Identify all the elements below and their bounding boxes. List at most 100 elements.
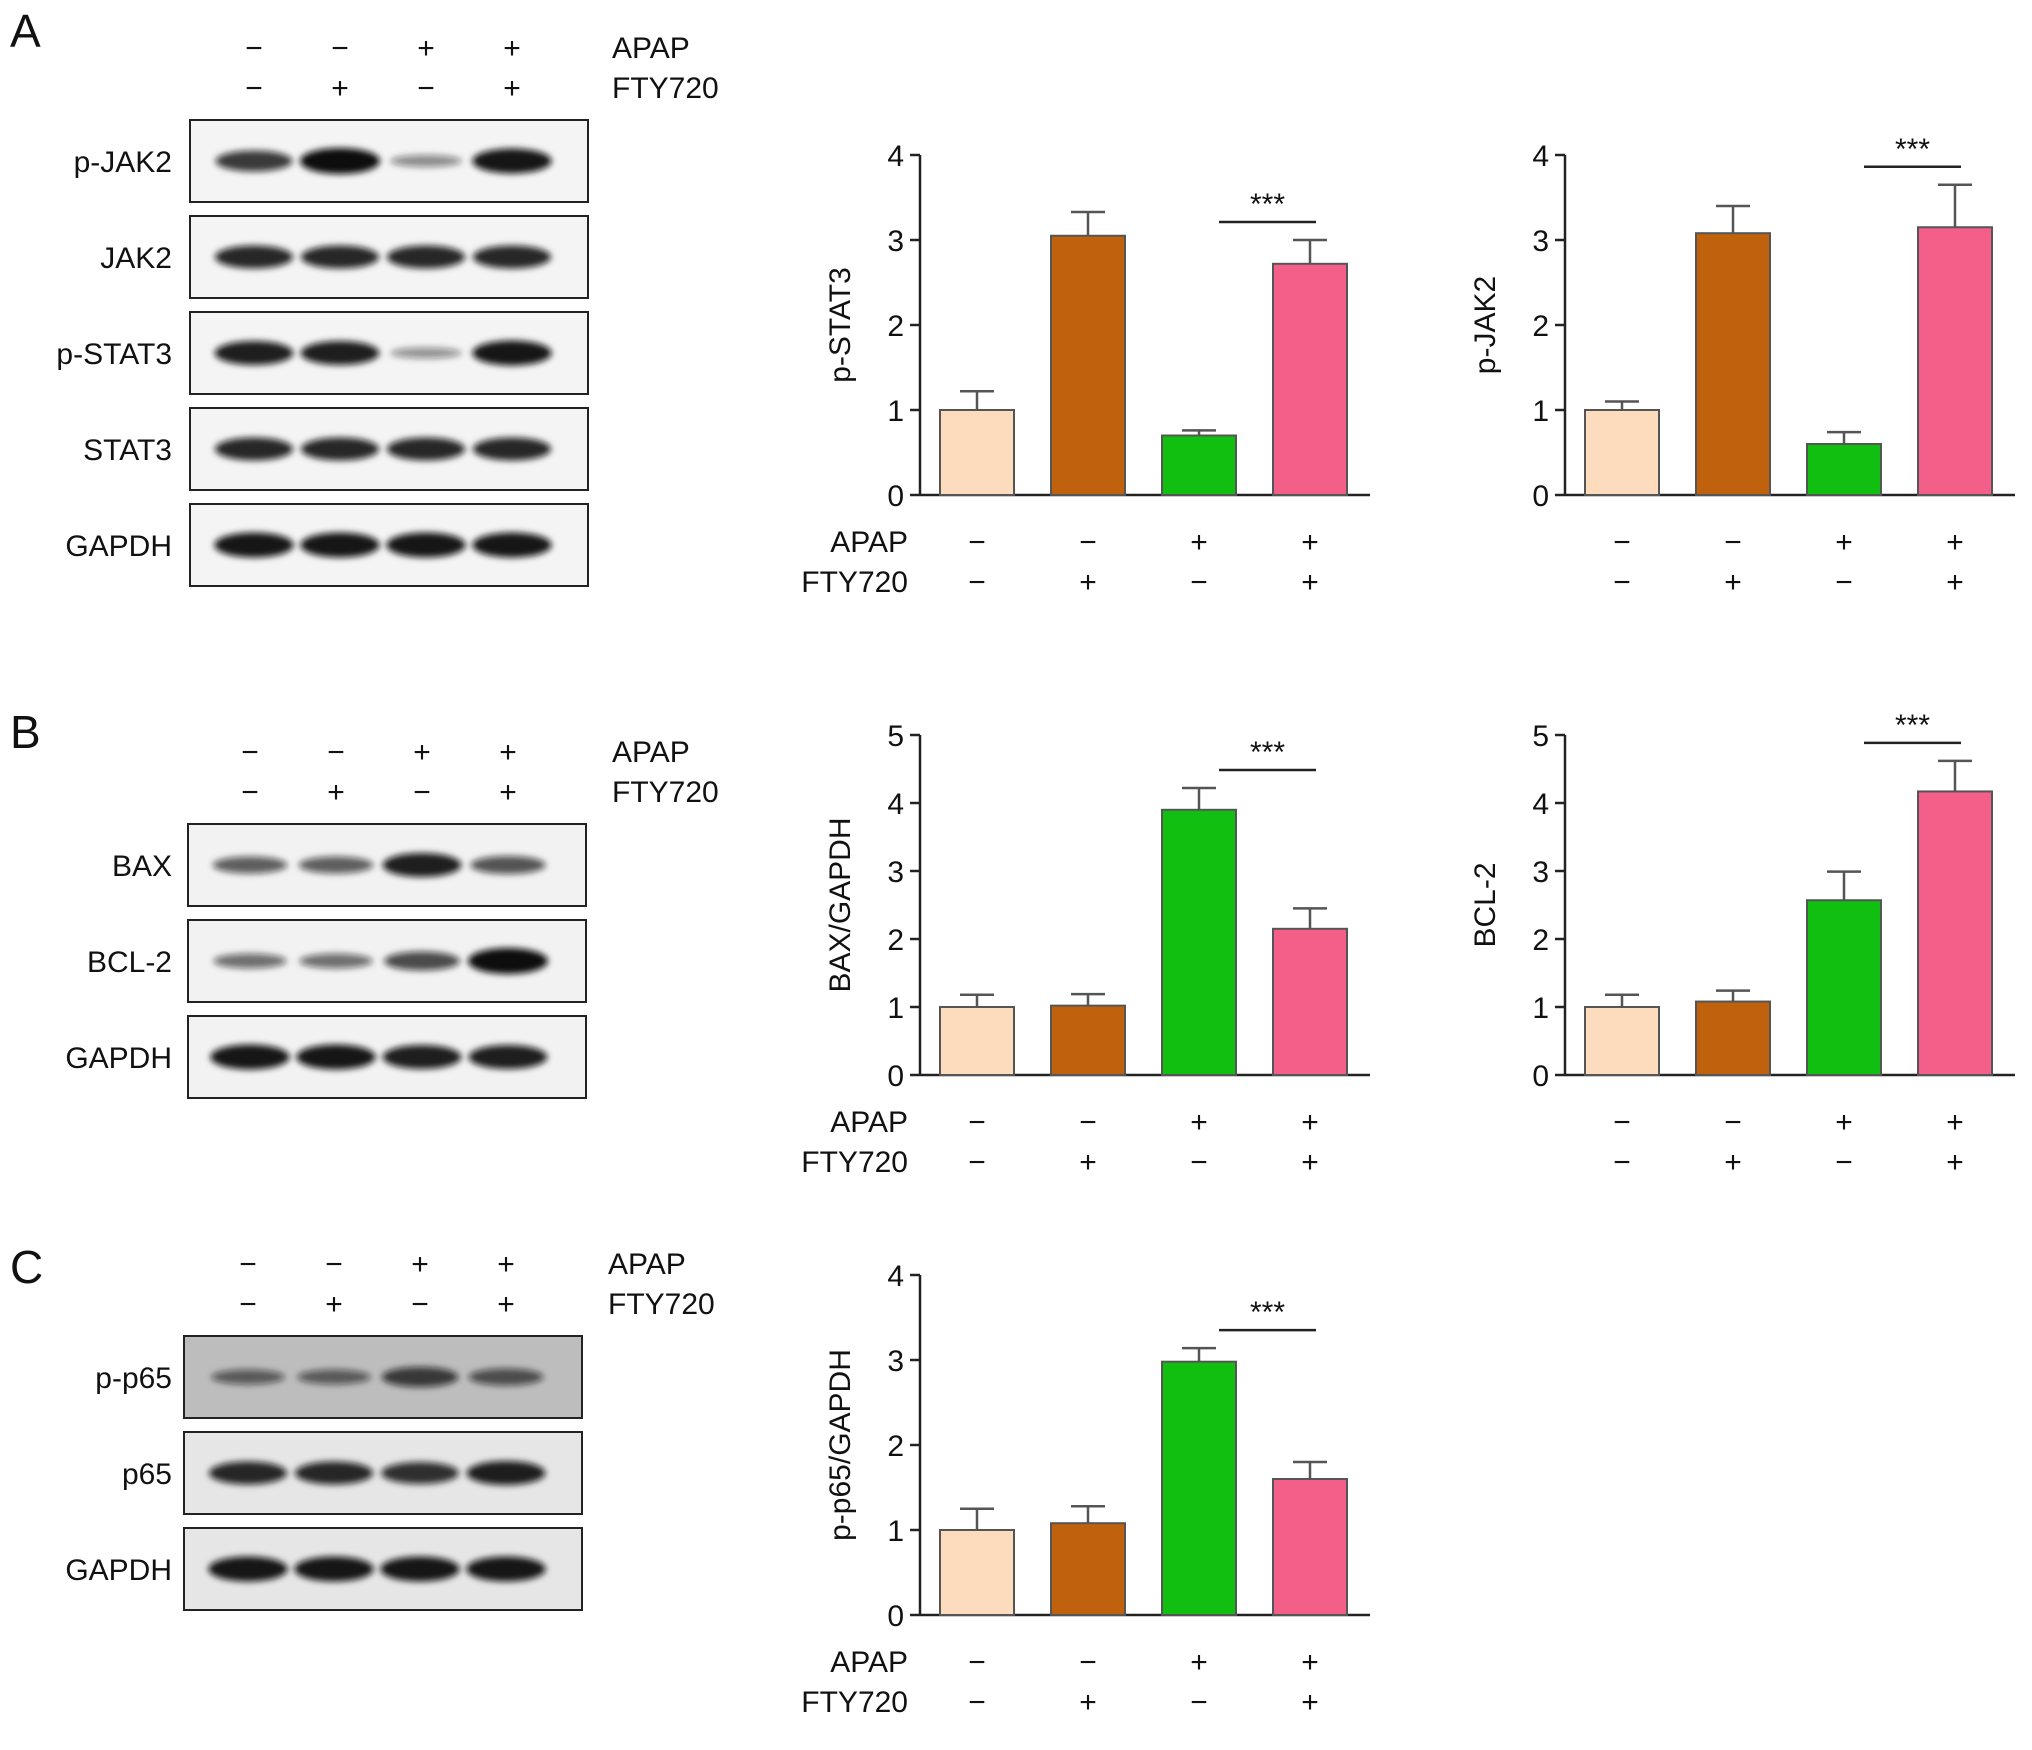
fty720-sign: −	[968, 1146, 986, 1179]
fty720-label: FTY720	[801, 1146, 908, 1179]
protein-band	[386, 245, 466, 269]
bar	[1050, 1522, 1126, 1617]
protein-band	[208, 1461, 288, 1485]
fty720-sign: −	[241, 776, 259, 809]
bar	[939, 1006, 1015, 1076]
protein-band	[297, 1369, 371, 1385]
band-group	[208, 1461, 546, 1485]
protein-band	[213, 953, 287, 969]
apap-sign: −	[241, 736, 259, 769]
bar	[1161, 1360, 1237, 1616]
fty720-sign: −	[968, 566, 986, 599]
protein-band	[468, 1045, 548, 1069]
fty720-sign: −	[1190, 1146, 1208, 1179]
fty720-sign: +	[1301, 1146, 1319, 1179]
panel-letter-a: A	[10, 5, 41, 57]
protein-band	[466, 1556, 546, 1582]
protein-band	[214, 341, 294, 365]
y-tick-label: 1	[1532, 395, 1549, 428]
y-tick-label: 0	[887, 480, 904, 513]
apap-sign: −	[325, 1248, 343, 1281]
apap-sign: −	[1613, 1106, 1631, 1139]
fty720-sign: −	[411, 1288, 429, 1321]
apap-sign: −	[331, 32, 349, 65]
y-tick-label: 3	[887, 225, 904, 258]
panel-letter-b: B	[10, 706, 41, 758]
protein-label: p-STAT3	[56, 338, 172, 371]
y-tick-label: 1	[887, 395, 904, 428]
protein-band	[300, 532, 380, 558]
protein-band	[384, 951, 460, 971]
protein-band	[381, 1367, 459, 1387]
fty720-sign: +	[1079, 1686, 1097, 1719]
bar-chart-p-p65-gapdh: 0 1 2 3 4 p-p65/GAPDH *** − − + + − + − + APAP FTY720	[801, 1260, 1370, 1719]
fty720-label: FTY720	[801, 566, 908, 599]
fty720-sign: −	[417, 72, 435, 105]
fty720-sign: −	[245, 72, 263, 105]
y-axis-label: p-JAK2	[1469, 276, 1502, 374]
y-tick-label: 1	[887, 1515, 904, 1548]
protein-band	[381, 1462, 459, 1484]
apap-sign: −	[968, 1646, 986, 1679]
y-tick-label: 5	[1532, 720, 1549, 753]
bar-chart-p-jak2: 0 1 2 3 4 p-JAK2 *** − − + + − + − +	[1469, 133, 2015, 599]
apap-sign: −	[1079, 1646, 1097, 1679]
y-tick-label: 1	[1532, 992, 1549, 1025]
band-group	[211, 1367, 544, 1387]
y-tick-label: 2	[887, 310, 904, 343]
protein-band	[300, 437, 380, 461]
protein-band	[299, 953, 373, 969]
fty720-sign: +	[1301, 566, 1319, 599]
protein-band	[298, 856, 374, 874]
protein-band	[390, 347, 462, 359]
band-group	[214, 245, 552, 269]
y-tick-label: 0	[887, 1600, 904, 1633]
protein-band	[382, 1045, 462, 1069]
bar	[1161, 434, 1237, 496]
protein-band	[468, 1368, 544, 1386]
y-tick-label: 4	[1532, 140, 1549, 173]
fty720-sign: +	[503, 72, 521, 105]
fty720-sign: −	[968, 1686, 986, 1719]
apap-sign: +	[417, 32, 435, 65]
protein-band	[294, 1461, 374, 1485]
protein-band	[470, 856, 546, 874]
y-tick-label: 4	[1532, 788, 1549, 821]
bar	[1695, 232, 1771, 496]
fty720-sign: +	[1946, 1146, 1964, 1179]
y-tick-label: 0	[1532, 1060, 1549, 1093]
protein-band	[472, 437, 552, 461]
bar-chart-bcl-2: 0 1 2 3 4 5 BCL-2 *** − − + + − + − +	[1469, 709, 2015, 1179]
y-axis-label: p-STAT3	[824, 267, 857, 383]
apap-label: APAP	[608, 1248, 686, 1281]
bar	[1584, 1006, 1660, 1076]
fty720-sign: +	[1079, 1146, 1097, 1179]
significance-label: ***	[1250, 1296, 1285, 1329]
fty720-sign: −	[1835, 566, 1853, 599]
y-axis-label: p-p65/GAPDH	[824, 1349, 857, 1541]
apap-sign: +	[411, 1248, 429, 1281]
fty720-sign: +	[1079, 566, 1097, 599]
apap-sign: +	[1190, 1106, 1208, 1139]
band-group	[212, 853, 546, 877]
apap-sign: −	[968, 526, 986, 559]
bar	[1806, 899, 1882, 1076]
y-tick-label: 4	[887, 140, 904, 173]
apap-sign: +	[1835, 526, 1853, 559]
apap-label: APAP	[612, 736, 690, 769]
bar	[939, 409, 1015, 496]
apap-sign: −	[1724, 526, 1742, 559]
y-tick-label: 4	[887, 788, 904, 821]
y-tick-label: 4	[887, 1260, 904, 1293]
apap-sign: +	[413, 736, 431, 769]
fty720-sign: +	[1946, 566, 1964, 599]
protein-band	[472, 532, 552, 558]
fty720-sign: −	[1190, 566, 1208, 599]
protein-band	[472, 340, 552, 366]
bar	[939, 1529, 1015, 1616]
fty720-label: FTY720	[612, 72, 719, 105]
western-blot-a: − − + + − + − + APAP FTY720 p-JAK2 JAK2 p-STAT3 STAT3…	[56, 32, 719, 587]
y-tick-label: 2	[887, 924, 904, 957]
y-tick-label: 2	[1532, 310, 1549, 343]
protein-band	[386, 532, 466, 558]
